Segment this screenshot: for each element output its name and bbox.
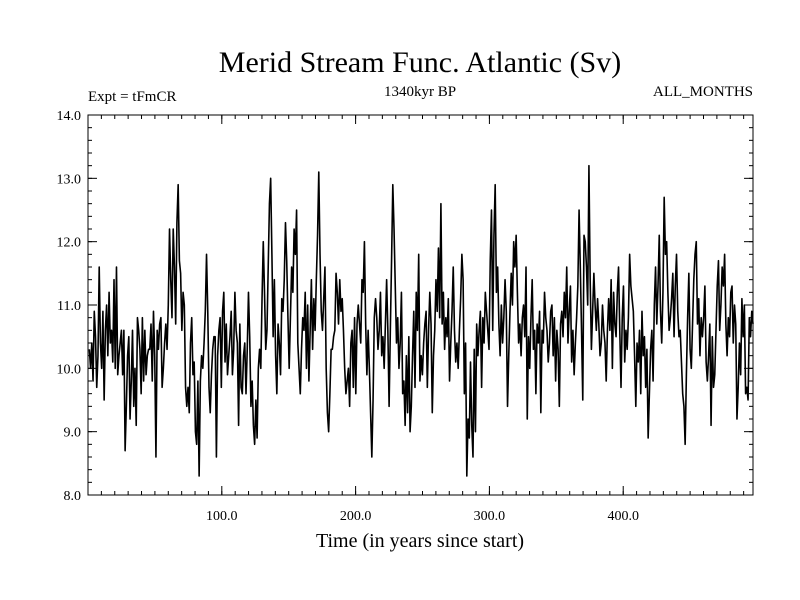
y-tick-label: 10.0 [57,362,82,377]
months-label: ALL_MONTHS [653,84,753,100]
x-axis-label: Time (in years since start) [316,530,524,552]
series-group [88,164,754,477]
experiment-label: Expt = tFmCR [88,89,176,105]
y-tick-label: 12.0 [57,236,82,251]
x-tick-label: 400.0 [607,509,639,524]
y-tick-label: 8.0 [64,489,82,504]
period-label: 1340kyr BP [384,84,456,100]
axis-ticks: 8.0 9.0 10.0 11.0 12.0 13.0 14.0 100.0 200.0 300.… [57,109,753,524]
x-tick-label: 300.0 [474,509,506,524]
series-line [88,164,754,477]
y-tick-label: 13.0 [57,172,82,187]
y-tick-label: 14.0 [57,109,82,124]
y-tick-label: 9.0 [64,426,82,441]
x-tick-label: 100.0 [206,509,238,524]
chart-title: Merid Stream Func. Atlantic (Sv) [219,46,621,79]
y-tick-label: 11.0 [57,299,81,314]
plot-frame [87,114,754,496]
x-tick-label: 200.0 [340,509,372,524]
